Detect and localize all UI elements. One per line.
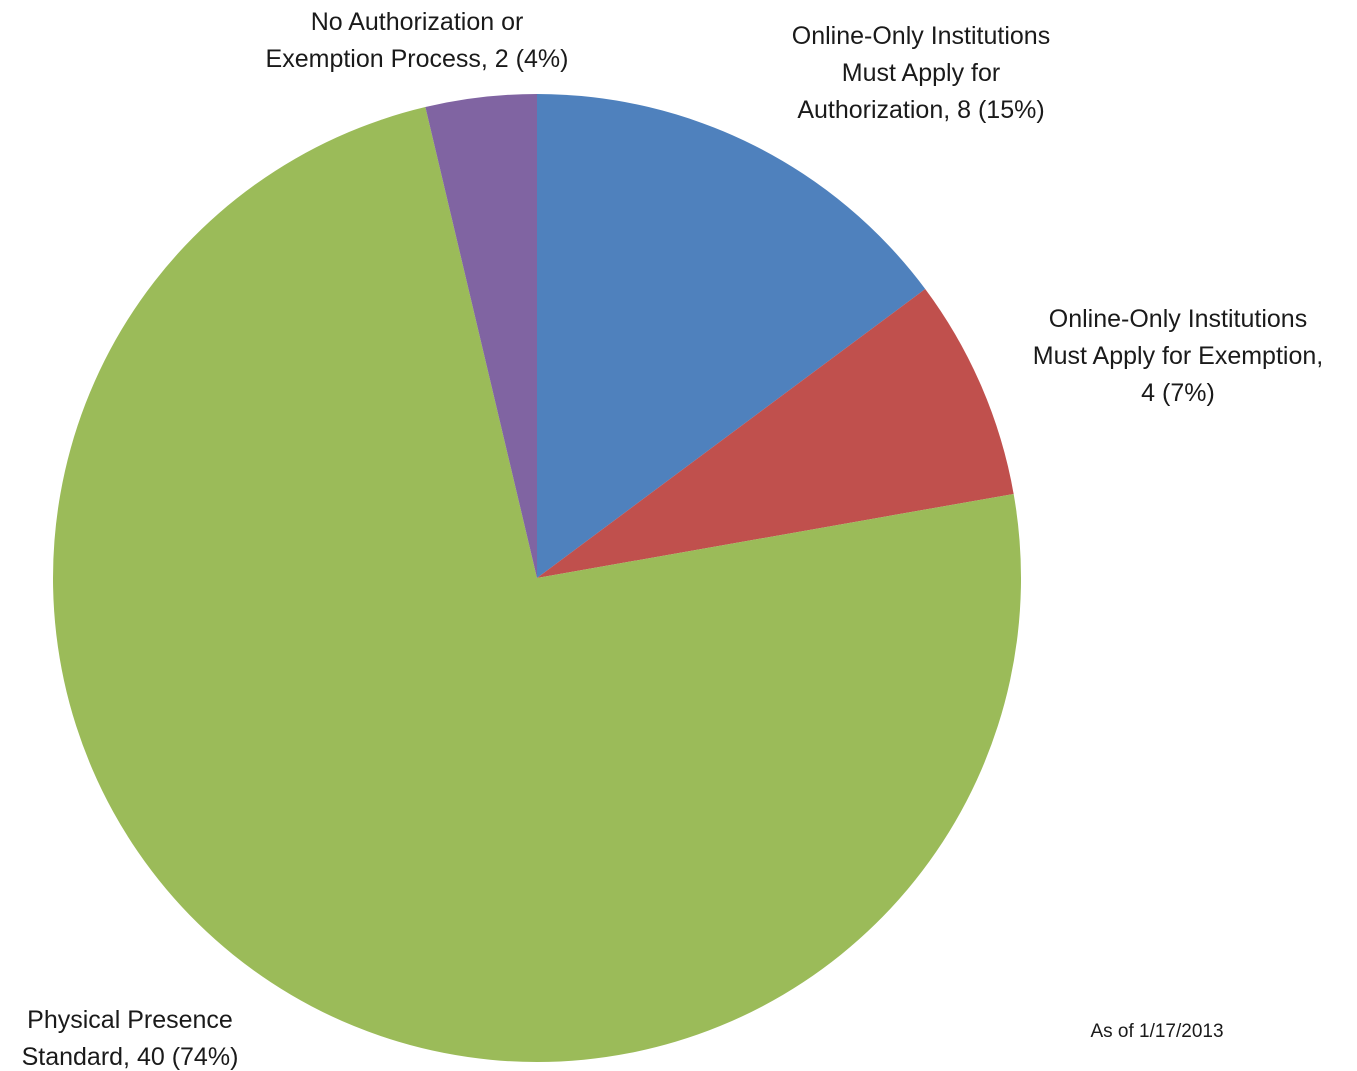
slice-labels: Online-Only Institutions Must Apply for Au… [22,8,1324,1071]
slice-label-line: 4 (7%) [1141,379,1215,407]
pie-slices [53,94,1022,1063]
slice-label-line: No Authorization or [311,8,524,36]
slice-label-line: Physical Presence [27,1006,233,1034]
pie-slice-physical-presence-standard [53,107,1022,1063]
pie-slice-online-only-institutions-must-apply-for-authorization [537,94,926,578]
slice-label-no-authorization-or-exemption-process: No Authorization or Exemption Process, 2 … [266,8,569,73]
slice-label-line: Standard, 40 (74%) [22,1043,239,1071]
pie-slice-online-only-institutions-must-apply-for-exemption [537,288,1014,578]
date-note: As of 1/17/2013 [1090,1021,1223,1042]
slice-label-line: Authorization, 8 (15%) [797,96,1044,124]
slice-label-online-only-institutions-must-apply-for-exemption: Online-Only Institutions Must Apply for E… [1033,305,1323,407]
slice-label-line: Exemption Process, 2 (4%) [266,45,569,73]
slice-label-line: Online-Only Institutions [1049,305,1307,333]
slice-label-physical-presence-standard: Physical Presence Standard, 40 (74%) [22,1006,239,1071]
slice-label-line: Must Apply for [842,59,1000,87]
pie-slice-no-authorization-or-exemption-process [425,94,537,578]
slice-label-online-only-institutions-must-apply-for-authorization: Online-Only Institutions Must Apply for Au… [792,22,1050,124]
slice-label-line: Must Apply for Exemption, [1033,342,1323,370]
slice-label-line: Online-Only Institutions [792,22,1050,50]
